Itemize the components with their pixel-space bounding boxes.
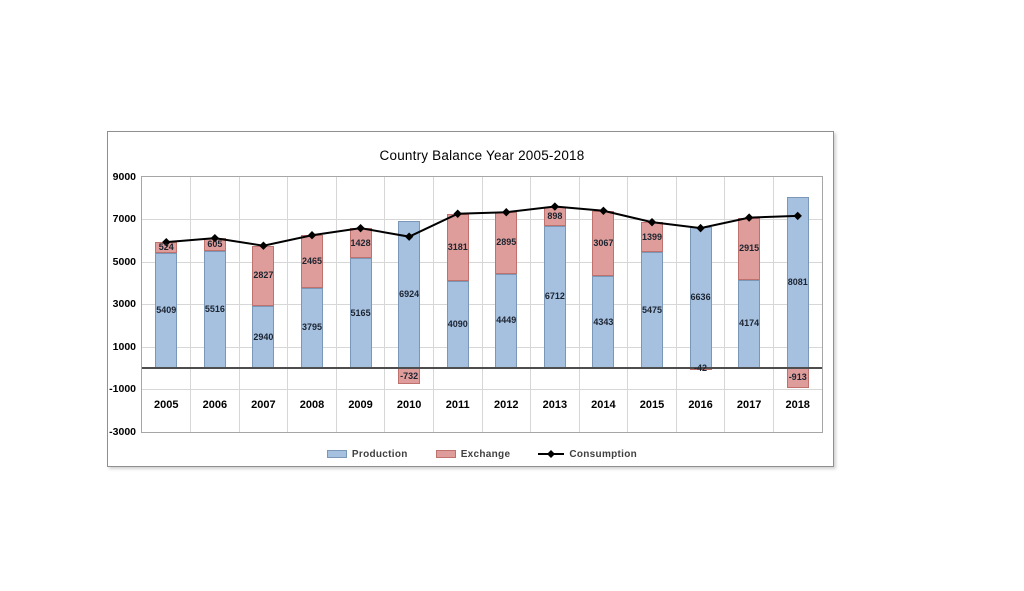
exchange-value-label: 3181 bbox=[447, 242, 468, 253]
v-gridline bbox=[384, 177, 386, 432]
exchange-value-label: 2895 bbox=[496, 237, 517, 248]
exchange-value-label: 898 bbox=[547, 210, 563, 221]
consumption-marker bbox=[599, 206, 608, 215]
y-axis-label: 5000 bbox=[112, 255, 136, 268]
consumption-marker bbox=[696, 223, 705, 233]
production-value-label: 4449 bbox=[496, 315, 517, 326]
x-axis-label: 2007 bbox=[251, 399, 276, 411]
consumption-marker bbox=[307, 231, 317, 240]
y-axis-label: 9000 bbox=[112, 170, 136, 183]
y-axis-label: 7000 bbox=[112, 213, 136, 225]
production-value-label: 6712 bbox=[544, 291, 565, 302]
x-axis-label: 2008 bbox=[299, 399, 325, 411]
legend-item-consumption: Consumption bbox=[538, 449, 637, 460]
consumption-marker bbox=[453, 209, 462, 218]
consumption-marker bbox=[210, 233, 220, 243]
x-axis-label: 2016 bbox=[688, 399, 713, 411]
v-gridline bbox=[578, 177, 580, 432]
x-axis-label: 2011 bbox=[445, 399, 470, 411]
exchange-swatch-icon bbox=[435, 450, 456, 458]
exchange-value-label: 1399 bbox=[641, 231, 663, 242]
exchange-value-label: 2465 bbox=[301, 255, 323, 266]
production-value-label: 5165 bbox=[350, 307, 371, 318]
consumption-marker bbox=[162, 237, 171, 247]
exchange-value-label: 605 bbox=[207, 239, 223, 250]
chart-panel bbox=[107, 131, 834, 467]
x-axis-label: 2013 bbox=[542, 399, 568, 411]
consumption-line bbox=[162, 202, 802, 250]
legend-label: Exchange bbox=[460, 448, 511, 460]
production-value-label: 6924 bbox=[399, 289, 420, 300]
production-value-label: 5409 bbox=[156, 305, 177, 316]
consumption-marker bbox=[259, 241, 268, 250]
y-axis-label: 3000 bbox=[112, 298, 136, 310]
y-axis-label: -3000 bbox=[109, 425, 136, 438]
production-value-label: 4343 bbox=[593, 316, 614, 327]
production-value-label: 5475 bbox=[641, 304, 663, 315]
consumption-marker bbox=[647, 217, 657, 227]
production-value-label: 5516 bbox=[204, 304, 225, 315]
v-gridline bbox=[627, 177, 629, 432]
exchange-value-label: 524 bbox=[158, 242, 174, 253]
v-gridline bbox=[772, 177, 774, 432]
v-gridline bbox=[432, 177, 434, 432]
legend-item-production: Production bbox=[326, 448, 408, 460]
x-axis-label: 2009 bbox=[348, 399, 373, 411]
x-axis-label: 2005 bbox=[154, 399, 179, 411]
x-axis-label: 2010 bbox=[396, 399, 422, 411]
chart-title: Country Balance Year 2005-2018 bbox=[379, 148, 585, 163]
v-gridline bbox=[335, 177, 337, 432]
v-gridline bbox=[724, 177, 726, 432]
y-axis-label: 1000 bbox=[112, 340, 136, 353]
production-value-label: 6636 bbox=[690, 292, 711, 303]
x-axis-label: 2006 bbox=[202, 399, 228, 411]
legend-label: Production bbox=[351, 448, 408, 460]
exchange-value-label: -732 bbox=[400, 370, 419, 381]
exchange-value-label: 2827 bbox=[253, 270, 274, 281]
consumption-marker bbox=[793, 211, 802, 221]
exchange-value-label: 3067 bbox=[593, 237, 614, 248]
exchange-value-label: 2915 bbox=[739, 243, 760, 254]
production-value-label: 8081 bbox=[787, 276, 808, 287]
x-axis-label: 2018 bbox=[785, 399, 810, 411]
v-gridline bbox=[190, 177, 192, 432]
consumption-line-icon bbox=[538, 450, 565, 458]
x-axis-label: 2014 bbox=[591, 399, 616, 411]
v-gridline bbox=[675, 177, 677, 432]
chart-legend: Production Exchange Consumption bbox=[142, 446, 822, 462]
consumption-marker bbox=[502, 207, 511, 217]
v-gridline bbox=[530, 177, 532, 432]
plot-area: 5409 524 5516 605 2940 2827 3795 2465 5165 1428 69… bbox=[141, 176, 823, 433]
legend-label: Consumption bbox=[569, 448, 638, 460]
production-value-label: 4090 bbox=[447, 319, 468, 330]
consumption-marker bbox=[744, 213, 754, 222]
v-gridline bbox=[287, 177, 289, 432]
exchange-value-label: 1428 bbox=[350, 237, 371, 248]
consumption-marker bbox=[404, 232, 414, 241]
exchange-value-label: -913 bbox=[788, 372, 807, 383]
x-axis-label: 2015 bbox=[639, 399, 665, 411]
v-gridline bbox=[238, 177, 240, 432]
consumption-marker bbox=[550, 202, 560, 211]
production-value-label: 4174 bbox=[739, 318, 760, 329]
zero-axis-line bbox=[142, 367, 822, 370]
production-swatch-icon bbox=[326, 450, 347, 458]
legend-item-exchange: Exchange bbox=[435, 448, 511, 460]
x-axis-label: 2012 bbox=[494, 399, 519, 411]
production-value-label: 3795 bbox=[301, 322, 323, 333]
y-axis-label: -1000 bbox=[109, 383, 136, 395]
production-value-label: 2940 bbox=[253, 331, 274, 342]
consumption-marker bbox=[356, 223, 365, 233]
exchange-value-label: -42 bbox=[694, 363, 708, 374]
x-axis-label: 2017 bbox=[736, 399, 762, 411]
v-gridline bbox=[481, 177, 483, 432]
